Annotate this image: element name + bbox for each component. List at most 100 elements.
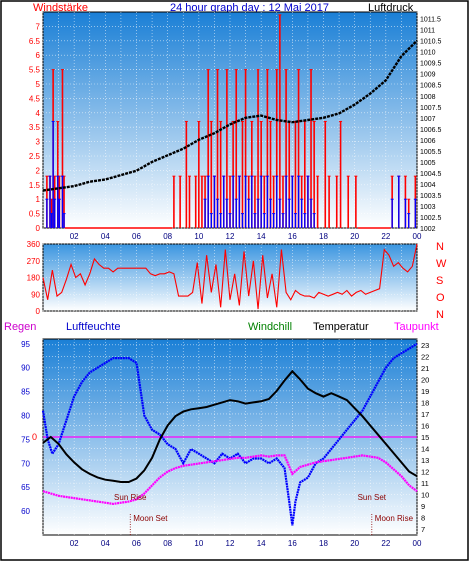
pressure-tick-label: 1007.5 [420, 105, 442, 112]
pressure-tick-label: 1006 [420, 138, 436, 145]
temperature-series [42, 369, 418, 483]
pressure-tick-label: 1003 [420, 204, 436, 211]
pressure-tick-label: 1002 [420, 226, 436, 233]
hour-tick-label: 06 [132, 232, 141, 241]
dewpoint-series [42, 454, 418, 506]
wind-tick-label: 3 [36, 138, 41, 147]
temperature-tick-label: 17 [421, 410, 429, 419]
hour-tick-label: 10 [194, 232, 203, 241]
wind-tick-label: 2.5 [29, 152, 41, 161]
hour-tick-label: 12 [226, 232, 235, 241]
hour-tick-label: 00 [413, 232, 422, 241]
wind-tick-label: 3.5 [29, 123, 41, 132]
pressure-tick-label: 1004 [420, 182, 436, 189]
hour-tick-label: 04 [101, 539, 110, 548]
dewpoint-line [42, 454, 418, 506]
wind-average-bars [45, 120, 417, 228]
pressure-tick-label: 1003.5 [420, 193, 442, 200]
dewpoint-label: Taupunkt [394, 321, 439, 333]
temperature-tick-label: 13 [421, 456, 429, 465]
hour-axis-ticks-bottom: 02 04 06 08 10 12 14 16 18 20 22 00 [70, 539, 422, 548]
direction-degree-ticks: 0 90 180 270 360 [27, 240, 41, 316]
temperature-tick-label: 8 [421, 514, 425, 523]
pressure-tick-label: 1005.5 [420, 149, 442, 156]
chart-title: 24 hour graph day : 12 Mai 2017 [170, 2, 329, 14]
pressure-line [42, 39, 418, 192]
hour-tick-label: 02 [70, 232, 79, 241]
wind-tick-label: 4.5 [29, 94, 41, 103]
pressure-tick-label: 1011.5 [420, 17, 441, 24]
temperature-tick-label: 14 [421, 445, 429, 454]
pressure-axis-ticks: 1002 1002.5 1003 1003.5 1004 1004.5 1005 1005.5… [420, 17, 442, 233]
hour-tick-label: 00 [413, 539, 422, 548]
pressure-tick-label: 1004.5 [420, 171, 442, 178]
rain-label: Regen [4, 321, 36, 333]
temperature-line [42, 369, 418, 483]
temperature-tick-label: 10 [421, 491, 429, 500]
pressure-tick-label: 1008.5 [420, 83, 442, 90]
direction-tick-label: 180 [27, 274, 41, 283]
temperature-label: Temperatur [313, 321, 369, 333]
pressure-series [42, 39, 418, 192]
wind-tick-label: 5.5 [29, 66, 41, 75]
temperature-tick-label: 15 [421, 433, 429, 442]
wind-tick-label: 6 [36, 51, 41, 60]
pressure-tick-label: 1006.5 [420, 127, 442, 134]
temperature-tick-label: 22 [421, 352, 429, 361]
humidity-tick-label: 65 [21, 483, 30, 492]
pressure-tick-label: 1010.5 [420, 39, 442, 46]
hour-tick-label: 08 [163, 539, 172, 548]
compass-letter: N [436, 309, 444, 321]
hour-tick-label: 12 [226, 539, 235, 548]
humidity-tick-label: 60 [21, 507, 30, 516]
astronomy-events: Sun Rise Moon Set Sun Set Moon Rise [114, 493, 414, 535]
temperature-tick-label: 7 [421, 525, 425, 534]
hour-tick-label: 18 [319, 232, 328, 241]
sun-rise-label: Sun Rise [114, 493, 147, 502]
hour-tick-label: 02 [70, 539, 79, 548]
humidity-line [41, 342, 418, 526]
temperature-tick-label: 16 [421, 421, 429, 430]
moon-set-label: Moon Set [133, 514, 168, 523]
wind-tick-label: 1 [36, 195, 41, 204]
wind-tick-label: 6.5 [29, 37, 41, 46]
hour-axis-ticks-top: 02 04 06 08 10 12 14 16 18 20 22 00 [70, 232, 422, 241]
pressure-tick-label: 1007 [420, 116, 436, 123]
temperature-axis-ticks: 7 8 9 10 11 12 13 14 15 16 17 18 19 20 21 22 23 [421, 341, 429, 534]
hour-tick-label: 08 [163, 232, 172, 241]
rain-zero-label: 0 [32, 432, 37, 442]
hour-tick-label: 06 [132, 539, 141, 548]
temperature-tick-label: 23 [421, 341, 429, 350]
compass-letter: O [436, 292, 445, 304]
compass-letter: N [436, 241, 444, 253]
direction-tick-label: 0 [36, 307, 41, 316]
hour-tick-label: 18 [319, 539, 328, 548]
moon-rise-label: Moon Rise [375, 514, 414, 523]
pressure-label: Luftdruck [368, 2, 414, 14]
temperature-tick-label: 19 [421, 387, 429, 396]
direction-tick-label: 360 [27, 240, 41, 249]
hour-tick-label: 16 [288, 232, 297, 241]
pressure-tick-label: 1005 [420, 160, 436, 167]
temperature-tick-label: 18 [421, 398, 429, 407]
hour-tick-label: 16 [288, 539, 297, 548]
wind-strength-label: Windstärke [33, 2, 88, 14]
humidity-axis-ticks: 60 65 70 75 80 85 90 95 [21, 340, 30, 516]
humidity-series [41, 342, 418, 526]
windchill-label: Windchill [248, 321, 292, 333]
hour-tick-label: 14 [257, 539, 266, 548]
compass-letter: S [436, 275, 443, 287]
hour-tick-label: 04 [101, 232, 110, 241]
humidity-tick-label: 70 [21, 459, 30, 468]
hour-tick-label: 10 [194, 539, 203, 548]
sun-set-label: Sun Set [358, 493, 387, 502]
temperature-tick-label: 12 [421, 468, 429, 477]
humidity-label: Luftfeuchte [66, 321, 120, 333]
humidity-tick-label: 85 [21, 388, 30, 397]
pressure-tick-label: 1011 [420, 28, 435, 35]
wind-tick-label: 2 [36, 166, 41, 175]
pressure-tick-label: 1009.5 [420, 61, 442, 68]
wind-tick-label: 0.5 [29, 210, 41, 219]
pressure-tick-label: 1002.5 [420, 215, 442, 222]
